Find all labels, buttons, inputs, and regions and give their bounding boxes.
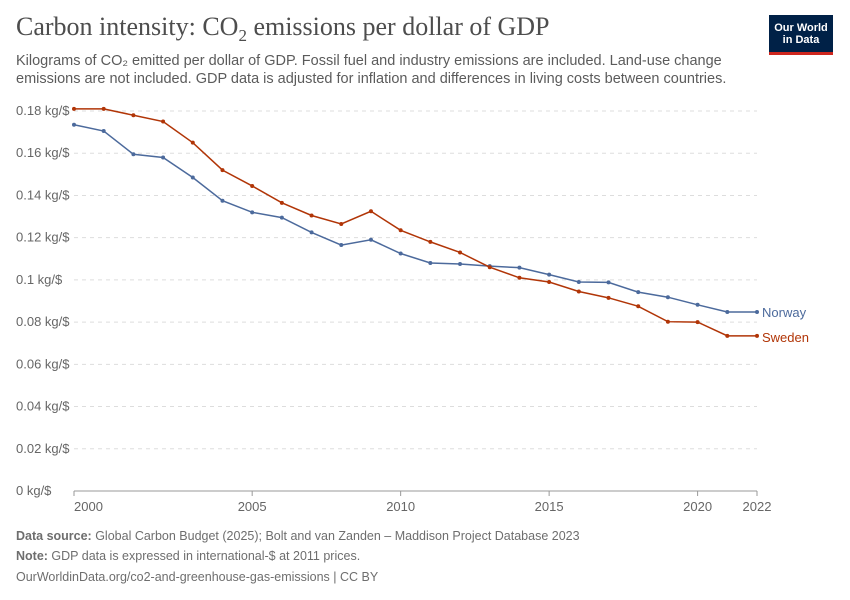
- y-tick-label: 0.02 kg/$: [16, 441, 70, 456]
- data-point: [131, 152, 136, 157]
- data-point: [695, 320, 700, 325]
- x-tick-label: 2000: [74, 499, 103, 514]
- data-point: [517, 275, 522, 280]
- source-link[interactable]: OurWorldinData.org/co2-and-greenhouse-ga…: [16, 570, 379, 584]
- data-point: [190, 140, 195, 145]
- note: Note: GDP data is expressed in internati…: [16, 549, 361, 563]
- logo-line-2: in Data: [782, 33, 820, 46]
- data-point: [665, 295, 670, 300]
- data-point: [72, 106, 76, 111]
- owid-logo[interactable]: Our World in Data: [769, 15, 833, 55]
- data-point: [576, 289, 581, 294]
- y-tick-label: 0.18 kg/$: [16, 103, 70, 118]
- data-point: [606, 295, 611, 300]
- data-point: [279, 200, 284, 205]
- x-tick-label: 2022: [743, 499, 772, 514]
- y-tick-label: 0.06 kg/$: [16, 356, 70, 371]
- y-tick-label: 0.12 kg/$: [16, 230, 70, 245]
- data-point: [487, 265, 492, 270]
- data-point: [725, 333, 730, 338]
- data-point: [220, 198, 225, 203]
- data-point: [368, 237, 373, 242]
- data-point: [458, 262, 463, 267]
- y-tick-label: 0.14 kg/$: [16, 187, 70, 202]
- data-point: [695, 302, 700, 307]
- data-point: [131, 113, 136, 118]
- data-point: [458, 250, 463, 255]
- data-point: [428, 239, 433, 244]
- x-tick-label: 2020: [683, 499, 712, 514]
- y-tick-label: 0.16 kg/$: [16, 145, 70, 160]
- data-point: [547, 280, 552, 284]
- data-point: [250, 210, 255, 215]
- data-point: [576, 280, 581, 284]
- data-point: [250, 183, 255, 188]
- data-point: [72, 122, 76, 127]
- series-line-norway: [73, 123, 757, 313]
- y-tick-label: 0.1 kg/$: [16, 272, 63, 287]
- data-point: [279, 215, 284, 220]
- data-point: [398, 228, 403, 233]
- data-point: [101, 129, 106, 134]
- data-point: [190, 175, 195, 180]
- x-tick-label: 2015: [535, 499, 564, 514]
- chart-title: Carbon intensity: CO2 emissions per doll…: [16, 12, 550, 46]
- data-point: [368, 209, 373, 214]
- data-point: [161, 119, 166, 124]
- data-point: [339, 221, 344, 226]
- data-point: [606, 280, 611, 285]
- data-point: [665, 319, 670, 324]
- logo-line-1: Our World: [774, 21, 828, 34]
- data-point: [220, 168, 225, 173]
- data-point: [725, 309, 730, 314]
- data-point: [161, 155, 166, 160]
- data-point: [309, 213, 314, 218]
- x-tick-label: 2005: [238, 499, 267, 514]
- data-point: [636, 290, 641, 295]
- data-point: [339, 243, 344, 248]
- chart-subtitle: Kilograms of CO₂ emitted per dollar of G…: [16, 53, 727, 87]
- y-tick-label: 0 kg/$: [16, 483, 52, 498]
- series-label-sweden: Sweden: [762, 330, 809, 345]
- data-point: [755, 309, 759, 314]
- y-tick-label: 0.04 kg/$: [16, 399, 70, 414]
- data-point: [755, 333, 759, 338]
- data-point: [398, 251, 403, 256]
- series-line-sweden: [74, 108, 757, 337]
- x-tick-label: 2010: [386, 499, 415, 514]
- data-point: [547, 272, 552, 277]
- y-tick-label: 0.08 kg/$: [16, 314, 70, 329]
- series-label-norway: Norway: [762, 305, 807, 320]
- data-point: [517, 265, 522, 270]
- data-source: Data source: Global Carbon Budget (2025)…: [16, 529, 580, 543]
- data-point: [428, 261, 433, 265]
- data-point: [101, 106, 106, 111]
- data-point: [636, 304, 641, 309]
- data-point: [309, 230, 314, 235]
